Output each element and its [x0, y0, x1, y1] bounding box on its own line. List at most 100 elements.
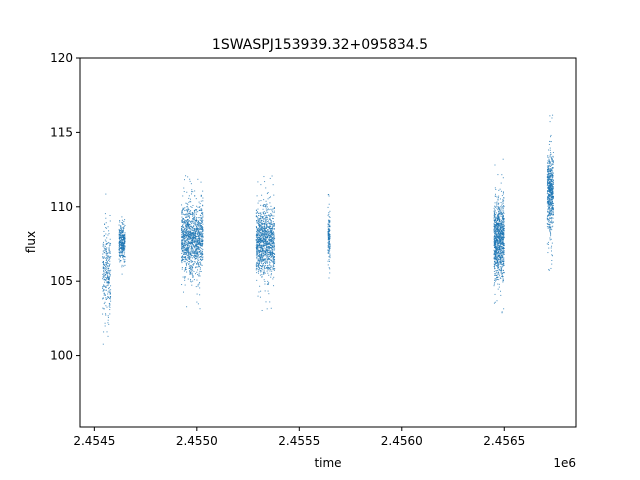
data-point	[185, 239, 187, 241]
data-point	[260, 204, 262, 206]
data-point	[273, 210, 275, 212]
data-point	[265, 255, 267, 257]
data-point	[119, 229, 121, 231]
data-point	[500, 226, 502, 228]
data-point	[499, 249, 501, 251]
data-point	[496, 245, 498, 247]
data-point	[190, 255, 192, 257]
data-point	[549, 175, 551, 177]
data-point	[264, 281, 266, 283]
data-point	[121, 240, 123, 242]
data-point	[109, 304, 111, 306]
data-point	[193, 213, 195, 215]
data-point	[124, 219, 126, 221]
data-point	[499, 246, 501, 247]
data-point	[190, 227, 192, 229]
data-point	[190, 221, 192, 223]
data-point	[182, 229, 184, 231]
data-point	[194, 217, 196, 219]
data-point	[199, 231, 201, 233]
data-point	[124, 240, 126, 242]
data-point	[258, 222, 260, 224]
data-point	[105, 193, 107, 195]
data-point	[198, 234, 200, 236]
data-point	[502, 244, 504, 246]
data-point	[497, 264, 499, 266]
data-point	[188, 232, 190, 234]
data-point	[198, 283, 200, 285]
data-point	[124, 245, 126, 247]
data-point	[551, 174, 553, 176]
data-point	[549, 226, 551, 228]
data-point	[497, 216, 499, 218]
data-point	[548, 166, 550, 168]
data-point	[497, 240, 499, 242]
data-point	[494, 237, 496, 239]
data-point	[499, 219, 501, 221]
data-point	[498, 217, 500, 219]
data-point	[493, 220, 495, 222]
data-point	[328, 267, 330, 269]
data-point	[261, 231, 263, 233]
data-point	[104, 266, 106, 268]
data-point	[552, 183, 554, 185]
data-point	[119, 256, 121, 258]
data-point	[502, 260, 504, 262]
data-point	[189, 267, 191, 269]
data-point	[503, 243, 505, 245]
data-point	[186, 259, 188, 261]
data-point	[189, 231, 191, 233]
data-point	[191, 227, 193, 229]
data-point	[182, 207, 184, 209]
data-point	[105, 257, 107, 259]
data-point	[271, 260, 273, 262]
data-point	[498, 197, 500, 199]
data-point	[123, 237, 125, 239]
data-point	[548, 162, 550, 164]
data-point	[263, 237, 265, 239]
data-point	[109, 252, 111, 254]
data-point	[199, 238, 201, 240]
data-point	[547, 160, 549, 162]
data-point	[200, 217, 202, 219]
data-point	[494, 235, 496, 237]
data-point	[494, 264, 496, 265]
data-point	[182, 250, 184, 252]
data-point	[202, 233, 204, 235]
data-point	[549, 159, 550, 161]
data-point	[202, 229, 204, 231]
data-point	[265, 246, 267, 248]
data-point	[188, 234, 190, 236]
data-point	[188, 220, 190, 222]
data-point	[549, 183, 551, 185]
data-point	[124, 234, 126, 236]
data-point	[185, 268, 187, 270]
data-point	[266, 234, 268, 236]
data-point	[548, 168, 550, 170]
data-point	[273, 242, 275, 244]
data-point	[267, 249, 269, 251]
data-point	[547, 156, 549, 158]
data-point	[329, 245, 331, 247]
data-point	[197, 252, 198, 254]
data-point	[104, 293, 106, 295]
data-point	[272, 254, 274, 256]
data-point	[271, 253, 273, 255]
data-point	[500, 225, 502, 227]
data-point	[269, 252, 271, 254]
x-axis-ticks: 2.4545 2.4550 2.4555 2.4560 2.4565	[73, 427, 525, 448]
data-point	[272, 234, 274, 236]
data-point	[260, 271, 262, 273]
data-point	[493, 247, 495, 249]
data-point	[199, 243, 201, 245]
data-point	[260, 260, 262, 262]
data-point	[181, 216, 183, 218]
data-point	[195, 273, 196, 275]
data-point	[197, 222, 199, 224]
data-point	[256, 253, 258, 255]
data-point	[262, 249, 264, 251]
data-point	[108, 282, 110, 284]
data-point	[104, 223, 106, 225]
data-point	[182, 238, 184, 240]
data-point	[181, 257, 183, 259]
